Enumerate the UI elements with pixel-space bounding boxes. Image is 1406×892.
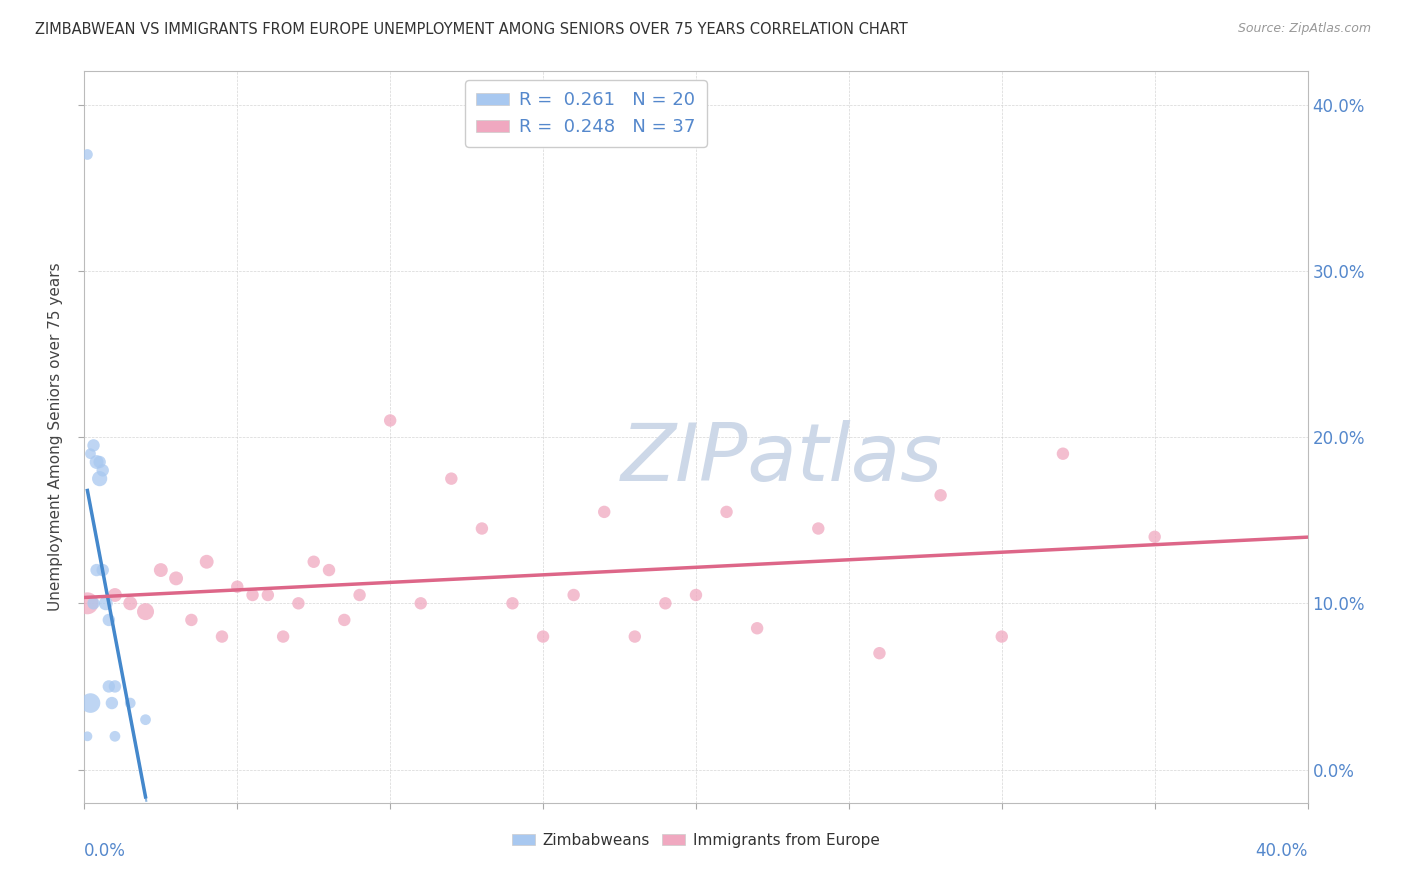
Point [76,729,98,743]
Point [76,596,98,610]
Point [135,713,157,727]
Point [104,680,127,694]
Point [226,580,249,594]
Point [86,455,108,469]
Point [869,646,891,660]
Point [593,505,616,519]
Point [86,563,108,577]
Point [257,588,280,602]
Point [180,613,202,627]
Point [685,588,707,602]
Point [807,521,830,535]
Point [531,630,554,644]
Point [991,630,1014,644]
Point [104,729,127,743]
Point [135,605,157,619]
Point [929,488,952,502]
Point [120,696,142,710]
Point [211,630,233,644]
Text: Source: ZipAtlas.com: Source: ZipAtlas.com [1237,22,1371,36]
Point [302,555,325,569]
Point [242,588,264,602]
Point [97,680,120,694]
Point [94,596,117,610]
Point [471,521,494,535]
Point [624,630,647,644]
Point [271,630,294,644]
Point [97,613,120,627]
Point [440,472,463,486]
Point [318,563,340,577]
Text: ZIPatlas: ZIPatlas [620,420,942,498]
Text: ZIMBABWEAN VS IMMIGRANTS FROM EUROPE UNEMPLOYMENT AMONG SENIORS OVER 75 YEARS CO: ZIMBABWEAN VS IMMIGRANTS FROM EUROPE UNE… [35,22,908,37]
Point [76,147,98,161]
Point [89,472,111,486]
Point [195,555,218,569]
Point [165,571,187,585]
Point [83,596,105,610]
Point [349,588,371,602]
Point [120,596,142,610]
Point [89,455,111,469]
Point [1052,447,1074,461]
Point [104,588,127,602]
Point [287,596,309,610]
Y-axis label: Unemployment Among Seniors over 75 years: Unemployment Among Seniors over 75 years [48,263,63,611]
Text: 0.0%: 0.0% [84,842,127,860]
Point [409,596,432,610]
Text: 40.0%: 40.0% [1256,842,1308,860]
Point [91,463,114,477]
Point [91,563,114,577]
Point [79,696,101,710]
Point [747,621,769,635]
Point [333,613,356,627]
Point [654,596,676,610]
Point [79,447,101,461]
Point [380,413,402,427]
Point [562,588,585,602]
Point [716,505,738,519]
Point [1143,530,1166,544]
Point [83,438,105,452]
Point [502,596,524,610]
Point [149,563,172,577]
Point [101,696,124,710]
Legend: Zimbabweans, Immigrants from Europe: Zimbabweans, Immigrants from Europe [506,827,886,854]
